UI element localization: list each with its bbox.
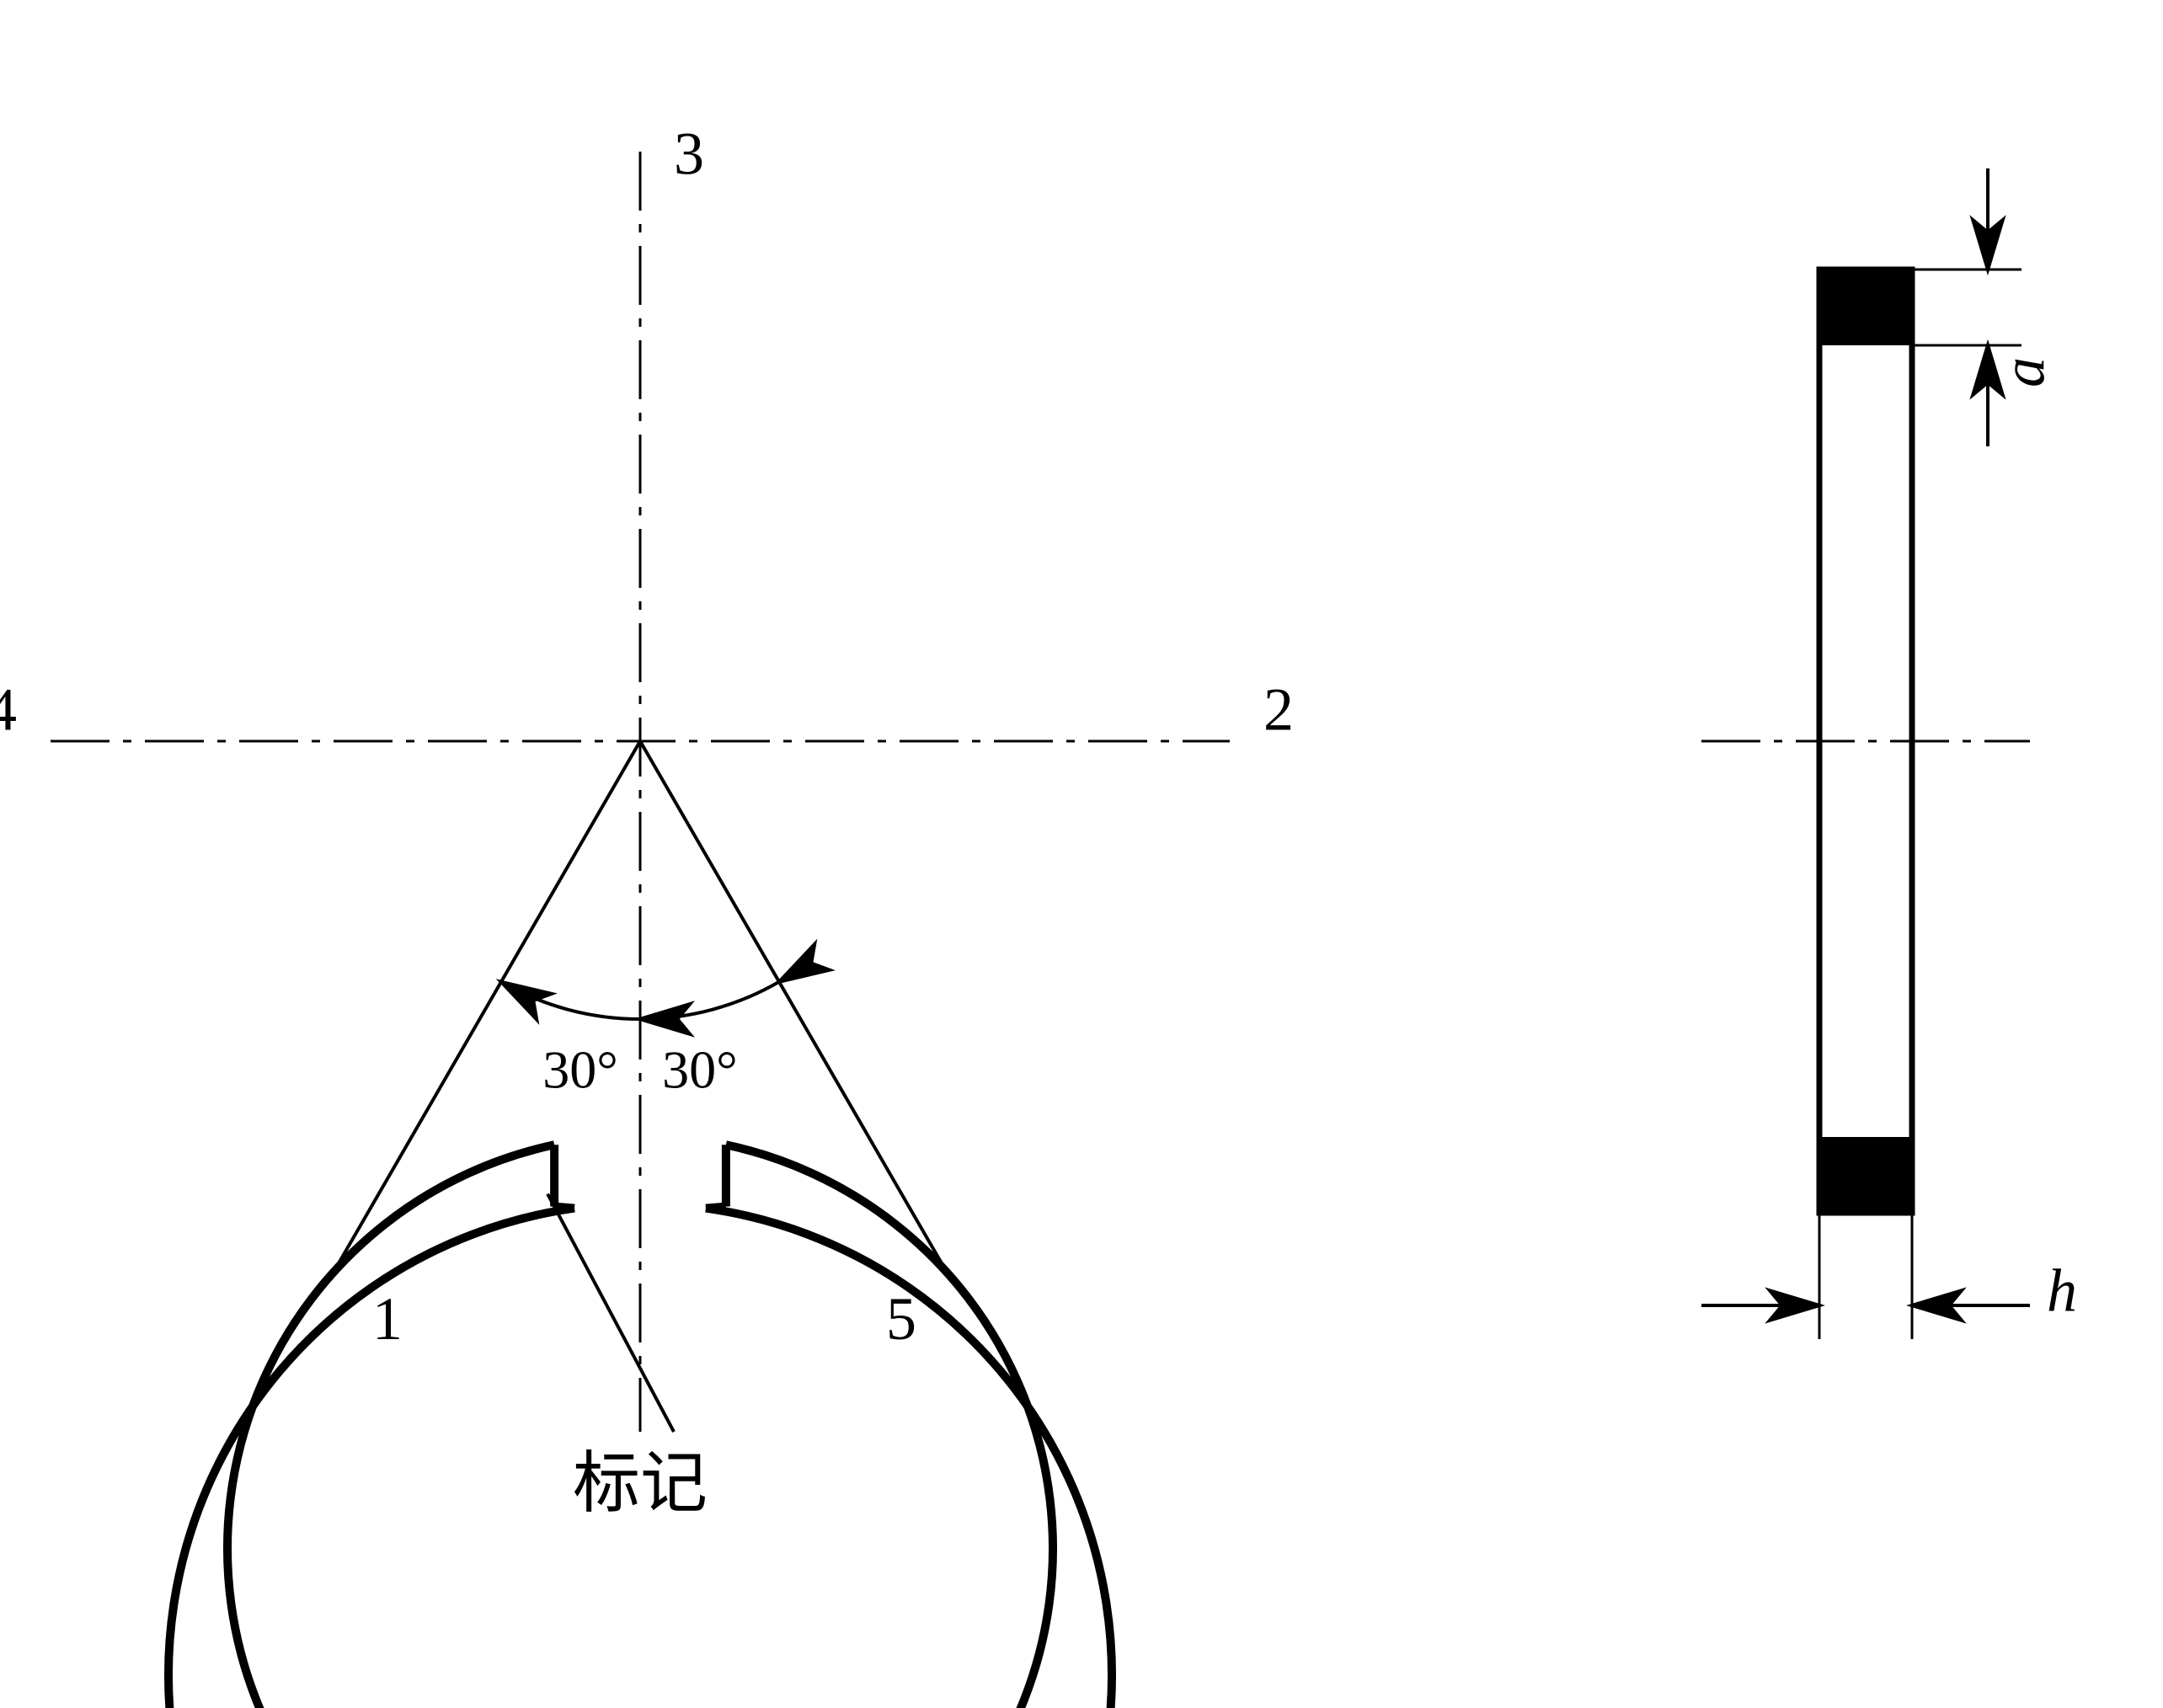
marker-leader	[547, 1194, 674, 1432]
angle-leader-left	[640, 741, 943, 1267]
gap-left-bottom	[706, 1207, 726, 1209]
diagram-root: 30°30°24351标记 ah	[0, 0, 2163, 1708]
side-view: ah	[1701, 168, 2077, 1339]
angle-arc-right	[501, 982, 640, 1019]
label-5: 5	[886, 1285, 916, 1353]
angle-label-left: 30°	[662, 1039, 738, 1099]
label-2: 2	[1263, 676, 1294, 744]
side-hatch-top	[1819, 270, 1912, 345]
angle-arc-left	[640, 982, 779, 1019]
label-3: 3	[674, 120, 704, 188]
angle-label-right: 30°	[542, 1039, 618, 1099]
dim-h-label: h	[2047, 1257, 2077, 1325]
side-hatch-bottom	[1819, 1137, 1912, 1213]
label-1: 1	[372, 1285, 403, 1353]
dim-a-label: a	[1990, 357, 2058, 387]
front-view: 30° 30° 2 4 3 5 1 标记	[0, 120, 1294, 1708]
gap-right-bottom	[554, 1207, 574, 1209]
label-4: 4	[0, 676, 17, 744]
angle-leader-right	[337, 741, 640, 1267]
marker-label: 标记	[573, 1447, 708, 1521]
